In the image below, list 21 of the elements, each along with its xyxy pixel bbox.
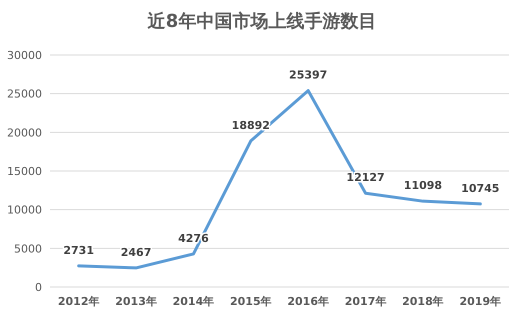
x-tick-label: 2012年 xyxy=(58,295,100,308)
data-label: 2467 xyxy=(120,246,152,259)
y-tick-label: 25000 xyxy=(7,88,42,101)
data-label: 10745 xyxy=(461,182,500,195)
y-tick-label: 5000 xyxy=(14,242,42,256)
y-tick-label: 0 xyxy=(35,281,42,294)
y-tick-label: 10000 xyxy=(7,204,42,217)
y-tick-label: 20000 xyxy=(7,126,42,140)
data-label: 25397 xyxy=(289,68,328,82)
x-tick-label: 2016年 xyxy=(287,295,329,308)
x-tick-label: 2015年 xyxy=(230,295,272,308)
y-tick-label: 15000 xyxy=(7,165,42,178)
x-tick-label: 2018年 xyxy=(402,295,444,308)
data-label: 2731 xyxy=(63,244,94,257)
x-tick-label: 2019年 xyxy=(460,295,502,308)
y-tick-label: 30000 xyxy=(7,49,42,62)
chart-title: 近8年中国市场上线手游数目 xyxy=(146,11,376,32)
x-tick-label: 2014年 xyxy=(172,295,214,308)
data-label: 11098 xyxy=(404,179,442,192)
x-tick-label: 2013年 xyxy=(115,295,157,308)
x-tick-label: 2017年 xyxy=(344,295,386,308)
